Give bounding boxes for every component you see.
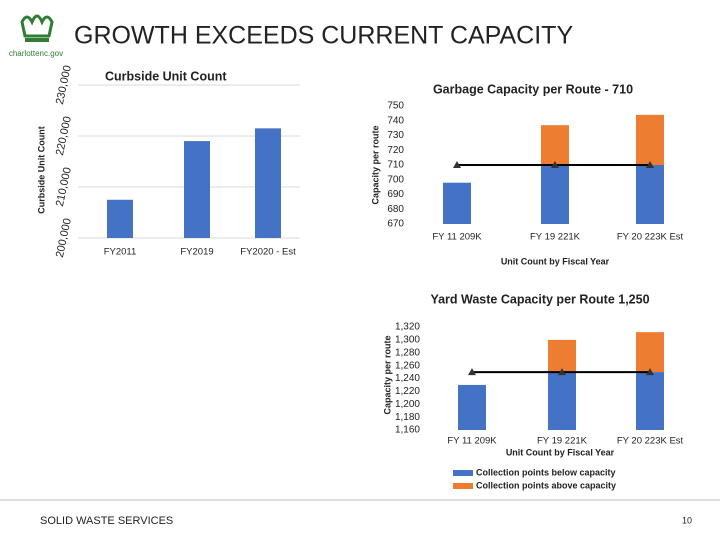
y-axis-label: Curbside Unit Count: [36, 126, 46, 214]
bar-segment: [443, 182, 471, 224]
y-tick-label: 1,240: [395, 373, 420, 384]
x-tick-label: FY 11 209K: [447, 436, 497, 447]
capacity-marker: [646, 368, 654, 376]
y-tick-label: 230,000: [54, 64, 74, 105]
y-tick-label: 1,260: [395, 360, 420, 371]
y-tick-label: 700: [387, 174, 404, 185]
bar: [184, 141, 210, 238]
x-tick-label: FY2011: [104, 247, 137, 258]
legend-swatch: [453, 483, 473, 489]
bar-segment: [636, 372, 664, 430]
y-tick-label: 1,220: [395, 386, 420, 397]
bar: [255, 128, 281, 238]
slide-title: GROWTH EXCEEDS CURRENT CAPACITY: [74, 22, 573, 50]
x-tick-label: FY 19 221K: [530, 232, 581, 243]
bar-segment: [548, 339, 576, 373]
bar-segment: [541, 125, 569, 165]
y-tick-label: 680: [387, 204, 404, 215]
y-tick-label: 200,000: [54, 217, 74, 258]
bar-segment: [541, 165, 569, 224]
y-tick-label: 730: [387, 130, 404, 141]
y-tick-label: 710: [387, 160, 404, 171]
logo-base: [25, 38, 49, 42]
y-axis-label: Capacity per route: [382, 335, 392, 414]
logo-crown: [20, 14, 54, 38]
x-tick-label: FY 20 223K Est: [617, 232, 684, 243]
x-tick-label: FY 20 223K Est: [617, 436, 684, 447]
bar-segment: [636, 332, 664, 373]
legend-swatch: [453, 470, 473, 476]
y-tick-label: 1,320: [395, 322, 420, 333]
chart-title: Yard Waste Capacity per Route 1,250: [430, 292, 649, 306]
x-tick-label: FY 19 221K: [537, 436, 588, 447]
capacity-marker: [551, 161, 559, 168]
x-tick-label: FY2019: [180, 247, 213, 258]
x-tick-label: FY2020 - Est: [240, 247, 296, 258]
x-axis-label: Unit Count by Fiscal Year: [501, 256, 610, 266]
y-tick-label: 720: [387, 145, 404, 156]
y-tick-label: 750: [387, 101, 404, 112]
y-tick-label: 1,280: [395, 347, 420, 358]
logo-text: charlottenc.gov: [9, 49, 63, 58]
capacity-marker: [558, 368, 566, 376]
capacity-marker: [468, 368, 476, 376]
capacity-marker: [453, 161, 461, 168]
chart-title: Curbside Unit Count: [105, 69, 227, 83]
y-tick-label: 690: [387, 189, 404, 200]
x-axis-label: Unit Count by Fiscal Year: [506, 447, 615, 457]
y-tick-label: 1,300: [395, 335, 420, 346]
y-tick-label: 220,000: [54, 115, 74, 156]
bar-segment: [636, 114, 664, 165]
y-tick-label: 740: [387, 115, 404, 126]
y-tick-label: 1,160: [395, 425, 420, 436]
legend-label: Collection points below capacity: [476, 467, 616, 477]
legend-label: Collection points above capacity: [476, 480, 616, 490]
capacity-marker: [646, 161, 654, 168]
y-tick-label: 1,180: [395, 412, 420, 423]
footer-text: SOLID WASTE SERVICES: [40, 515, 173, 527]
y-tick-label: 670: [387, 219, 404, 230]
bar: [107, 199, 133, 238]
x-tick-label: FY 11 209K: [432, 232, 482, 243]
y-tick-label: 1,200: [395, 399, 420, 410]
bar-segment: [548, 372, 576, 430]
page-number: 10: [682, 515, 692, 525]
bar-segment: [636, 165, 664, 224]
logo: [20, 14, 54, 42]
chart-title: Garbage Capacity per Route - 710: [433, 82, 633, 96]
y-tick-label: 210,000: [54, 166, 74, 207]
y-axis-label: Capacity per route: [370, 125, 380, 204]
bar-segment: [458, 384, 486, 430]
